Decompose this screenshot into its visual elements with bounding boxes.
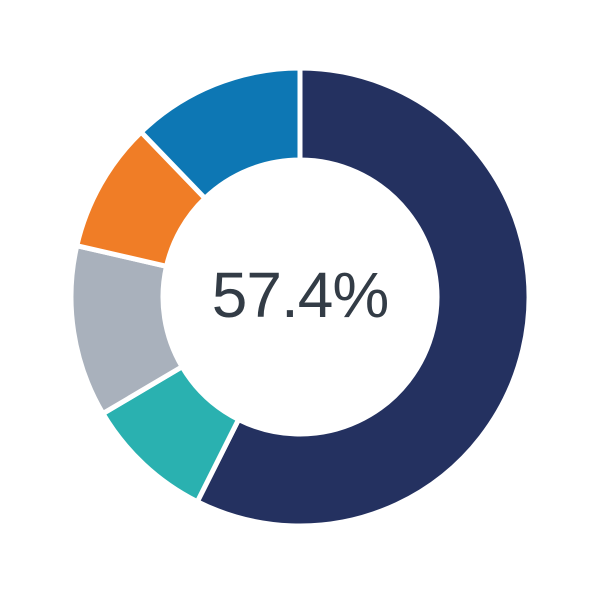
center-value-label: 57.4%	[211, 259, 389, 331]
donut-slice-navy	[194, 65, 532, 529]
donut-slice-blue	[138, 65, 303, 201]
